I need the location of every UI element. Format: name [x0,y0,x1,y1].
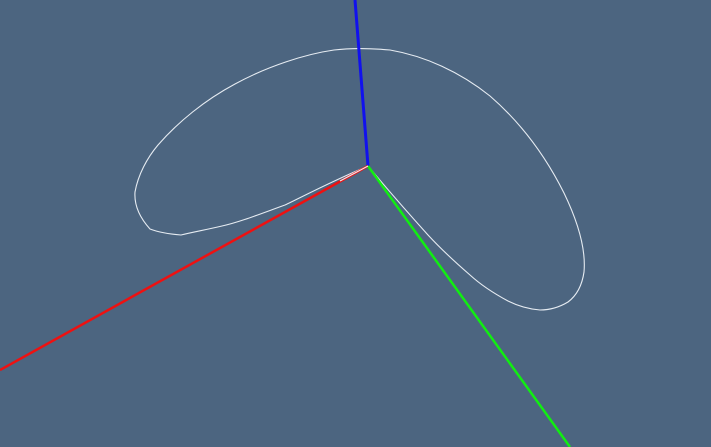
origin-marker [339,165,369,182]
x-axis-line [0,164,369,372]
y-axis-line [366,165,572,447]
curve-loop[interactable] [134,47,585,311]
z-axis-line [353,0,370,167]
